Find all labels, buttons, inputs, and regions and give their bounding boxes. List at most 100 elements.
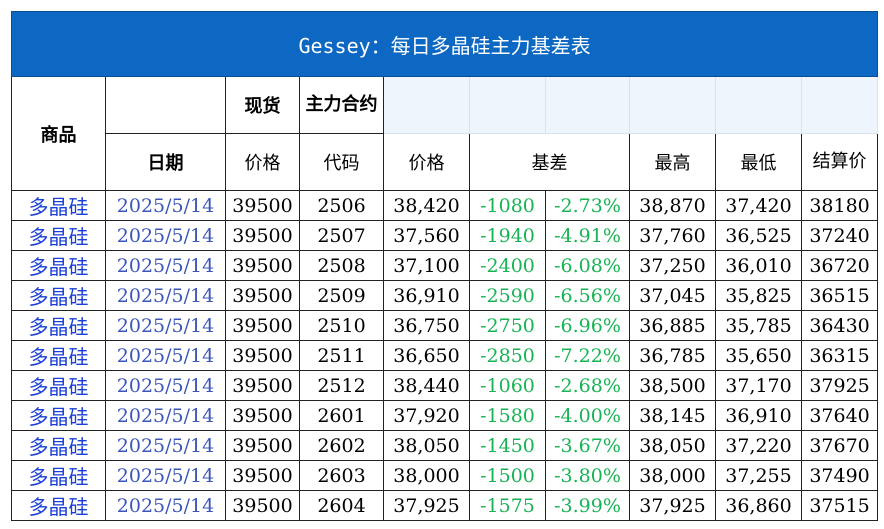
cell-basis: -1060	[469, 370, 546, 401]
cell-price: 37,560	[383, 220, 470, 251]
cell-product: 多晶硅	[11, 430, 106, 461]
cell-contract-code: 2507	[299, 220, 384, 251]
header-blank	[383, 76, 470, 134]
cell-basis-pct: -3.99%	[545, 490, 630, 521]
cell-spot-price: 39500	[225, 190, 300, 221]
cell-basis: -2400	[469, 250, 546, 281]
cell-basis-pct: -3.67%	[545, 430, 630, 461]
cell-basis-pct: -2.73%	[545, 190, 630, 221]
cell-product: 多晶硅	[11, 490, 106, 521]
cell-basis: -1575	[469, 490, 546, 521]
cell-high: 36,785	[629, 340, 716, 371]
cell-product: 多晶硅	[11, 400, 106, 431]
cell-settle: 37490	[800, 460, 879, 491]
cell-contract-code: 2603	[299, 460, 384, 491]
header-low: 最低	[715, 133, 802, 191]
cell-price: 38,440	[383, 370, 470, 401]
header-code: 代码	[299, 133, 384, 191]
cell-price: 36,650	[383, 340, 470, 371]
cell-date: 2025/5/14	[105, 190, 226, 221]
cell-date: 2025/5/14	[105, 490, 226, 521]
cell-settle: 37640	[800, 400, 879, 431]
header-product: 商品	[11, 76, 106, 191]
cell-spot-price: 39500	[225, 310, 300, 341]
header-blank	[545, 76, 630, 134]
cell-price: 37,925	[383, 490, 470, 521]
header-blank	[800, 76, 879, 134]
header-price: 价格	[383, 133, 470, 191]
cell-low: 37,170	[715, 370, 802, 401]
cell-contract-code: 2512	[299, 370, 384, 401]
cell-spot-price: 39500	[225, 220, 300, 251]
table-row: 多晶硅 2025/5/14 39500 2508 37,100 -2400 -6.08% 37…	[11, 250, 879, 281]
cell-product: 多晶硅	[11, 310, 106, 341]
cell-basis-pct: -3.80%	[545, 460, 630, 491]
cell-high: 38,000	[629, 460, 716, 491]
table-row: 多晶硅 2025/5/14 39500 2510 36,750 -2750 -6.96% 36…	[11, 310, 879, 341]
cell-basis-pct: -7.22%	[545, 340, 630, 371]
cell-spot-price: 39500	[225, 400, 300, 431]
cell-high: 37,925	[629, 490, 716, 521]
header-high: 最高	[629, 133, 716, 191]
header-blank	[715, 76, 802, 134]
cell-spot-price: 39500	[225, 430, 300, 461]
cell-product: 多晶硅	[11, 280, 106, 311]
cell-basis-pct: -4.00%	[545, 400, 630, 431]
header-blank	[629, 76, 716, 134]
header-main-contract: 主力合约	[299, 76, 384, 134]
cell-basis: -2590	[469, 280, 546, 311]
cell-date: 2025/5/14	[105, 400, 226, 431]
header-date: 日期	[105, 133, 226, 191]
cell-product: 多晶硅	[11, 250, 106, 281]
cell-contract-code: 2604	[299, 490, 384, 521]
cell-date: 2025/5/14	[105, 430, 226, 461]
cell-contract-code: 2601	[299, 400, 384, 431]
cell-basis-pct: -2.68%	[545, 370, 630, 401]
cell-high: 36,885	[629, 310, 716, 341]
cell-price: 37,920	[383, 400, 470, 431]
table-row: 多晶硅 2025/5/14 39500 2604 37,925 -1575 -3.99% 37…	[11, 490, 879, 521]
cell-price: 36,750	[383, 310, 470, 341]
table-row: 多晶硅 2025/5/14 39500 2506 38,420 -1080 -2.73% 38…	[11, 190, 879, 221]
cell-price: 36,910	[383, 280, 470, 311]
cell-date: 2025/5/14	[105, 370, 226, 401]
cell-contract-code: 2511	[299, 340, 384, 371]
cell-spot-price: 39500	[225, 490, 300, 521]
cell-basis: -2750	[469, 310, 546, 341]
cell-high: 38,500	[629, 370, 716, 401]
cell-price: 38,050	[383, 430, 470, 461]
cell-basis-pct: -6.56%	[545, 280, 630, 311]
cell-spot-price: 39500	[225, 370, 300, 401]
cell-contract-code: 2506	[299, 190, 384, 221]
table-row: 多晶硅 2025/5/14 39500 2512 38,440 -1060 -2.68% 38…	[11, 370, 879, 401]
cell-product: 多晶硅	[11, 340, 106, 371]
cell-settle: 37515	[800, 490, 879, 521]
cell-high: 38,050	[629, 430, 716, 461]
table-row: 多晶硅 2025/5/14 39500 2602 38,050 -1450 -3.67% 38…	[11, 430, 879, 461]
cell-basis: -1080	[469, 190, 546, 221]
cell-contract-code: 2509	[299, 280, 384, 311]
cell-low: 35,650	[715, 340, 802, 371]
cell-date: 2025/5/14	[105, 250, 226, 281]
cell-high: 38,145	[629, 400, 716, 431]
header-spot: 现货	[225, 76, 300, 134]
cell-date: 2025/5/14	[105, 310, 226, 341]
cell-low: 35,825	[715, 280, 802, 311]
header-spot-price: 价格	[225, 133, 300, 191]
cell-low: 36,010	[715, 250, 802, 281]
header-basis: 基差	[469, 133, 630, 191]
cell-contract-code: 2602	[299, 430, 384, 461]
cell-contract-code: 2508	[299, 250, 384, 281]
cell-price: 38,000	[383, 460, 470, 491]
cell-low: 36,910	[715, 400, 802, 431]
header-empty-cell	[105, 76, 226, 134]
cell-basis-pct: -6.96%	[545, 310, 630, 341]
basis-table: Gessey：每日多晶硅主力基差表 商品 现货 主力合约 日期 价格 代码 价格…	[10, 11, 879, 521]
table-body: Gessey：每日多晶硅主力基差表 商品 现货 主力合约 日期 价格 代码 价格…	[10, 11, 879, 521]
cell-date: 2025/5/14	[105, 220, 226, 251]
cell-basis: -1580	[469, 400, 546, 431]
cell-date: 2025/5/14	[105, 340, 226, 371]
cell-product: 多晶硅	[11, 190, 106, 221]
cell-product: 多晶硅	[11, 460, 106, 491]
cell-product: 多晶硅	[11, 220, 106, 251]
